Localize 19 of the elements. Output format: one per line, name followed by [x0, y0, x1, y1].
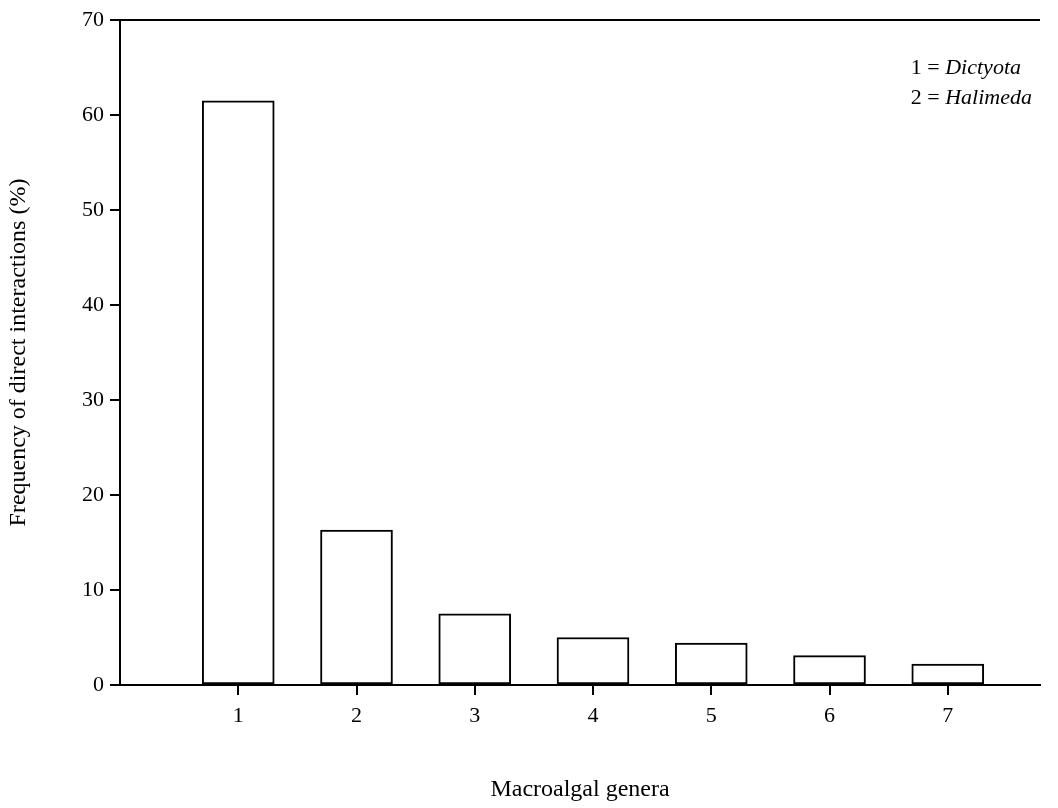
y-tick-label: 60 [82, 100, 104, 126]
x-tick-label: 1 [232, 701, 244, 727]
y-tick-label: 30 [82, 385, 104, 411]
y-tick-label: 40 [82, 290, 104, 316]
y-tick-label: 70 [82, 5, 104, 31]
x-tick-label: 6 [824, 701, 836, 727]
y-tick-label: 10 [82, 575, 104, 601]
y-tick-label: 20 [82, 480, 104, 506]
x-axis-title: Macroalgal genera [490, 774, 670, 801]
x-tick-label: 5 [705, 701, 717, 727]
annotation: 2 = Halimeda [910, 83, 1032, 111]
x-tick-label: 7 [942, 701, 954, 727]
annotation: 1 = Dictyota [910, 53, 1022, 81]
y-tick-label: 0 [93, 670, 104, 696]
x-tick-label: 4 [587, 701, 599, 727]
x-tick-label: 3 [469, 701, 481, 727]
y-axis-title: Frequency of direct interactions (%) [3, 178, 30, 527]
x-tick-label: 2 [351, 701, 362, 727]
y-tick-label: 50 [82, 195, 104, 221]
